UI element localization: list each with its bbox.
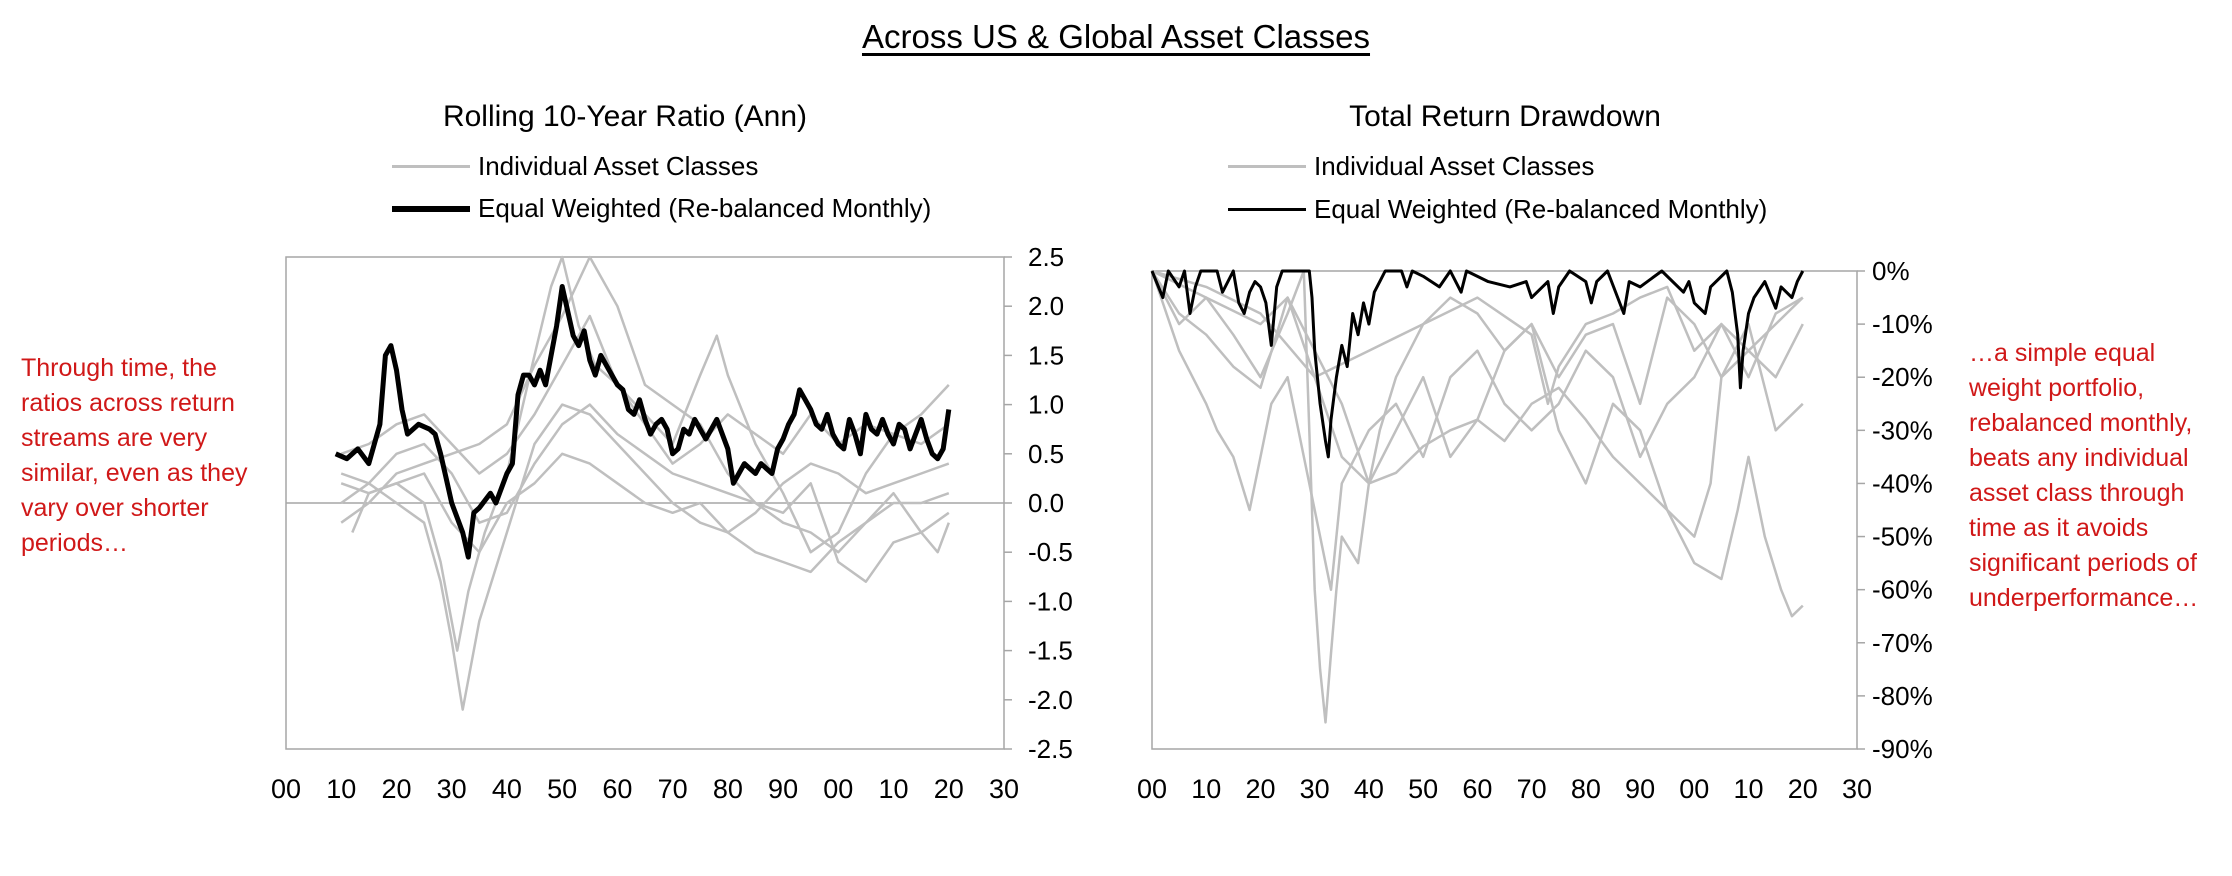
right-series-individual-4 [1150,270,1804,538]
left-x-tick-label: 50 [547,774,577,804]
left-legend-equal-swatch [392,205,470,212]
right-x-tick-label: 00 [1679,774,1709,804]
right-x-tick-label: 60 [1462,774,1492,804]
left-y-tick-label: 2.0 [1028,291,1064,321]
left-y-tick-label: 1.5 [1028,340,1064,370]
right-x-tick-label: 70 [1517,774,1547,804]
right-legend-individual-swatch [1228,165,1306,168]
left-x-tick-label: 80 [713,774,743,804]
left-legend-equal-label: Equal Weighted (Re-balanced Monthly) [478,193,932,223]
left-y-tick-label: -2.5 [1028,734,1073,764]
left-x-tick-label: 30 [989,774,1019,804]
right-x-tick-label: 90 [1625,774,1655,804]
left-legend-equal: Equal Weighted (Re-balanced Monthly) [392,193,931,224]
left-y-tick-label: 2.5 [1028,242,1064,272]
left-x-tick-label: 30 [437,774,467,804]
left-chart-title: Rolling 10-Year Ratio (Ann) [442,100,808,133]
left-x-tick-label: 90 [768,774,798,804]
right-chart-title: Total Return Drawdown [1349,100,1661,133]
left-series-equal-weighted [334,284,952,560]
right-y-tick-label: -10% [1872,309,1933,339]
left-x-tick-label: 00 [271,774,301,804]
left-series-individual-1 [340,255,950,652]
left-y-tick-label: 0.5 [1028,439,1064,469]
right-annotation: …a simple equal weight portfolio, rebala… [1969,339,2199,612]
right-x-tick-label: 50 [1408,774,1438,804]
left-x-tick-label: 10 [326,774,356,804]
right-y-tick-label: 0% [1872,256,1910,286]
right-legend-equal-label: Equal Weighted (Re-balanced Monthly) [1314,194,1768,224]
left-legend-individual-swatch [392,165,470,168]
left-y-tick-label: -1.0 [1028,586,1073,616]
left-x-tick-label: 60 [602,774,632,804]
right-legend-equal: Equal Weighted (Re-balanced Monthly) [1228,194,1767,225]
left-series-individual-2 [340,403,950,711]
left-series-individual-3 [340,255,950,554]
right-y-tick-label: -70% [1872,628,1933,658]
right-series-individual-2 [1150,270,1804,591]
right-y-tick-label: -30% [1872,415,1933,445]
right-x-tick-label: 20 [1788,774,1818,804]
right-legend-equal-swatch [1228,208,1306,211]
left-x-tick-label: 00 [823,774,853,804]
right-x-tick-label: 40 [1354,774,1384,804]
right-x-tick-label: 10 [1191,774,1221,804]
left-legend-individual: Individual Asset Classes [392,151,758,182]
left-annotation: Through time, the ratios across return s… [21,354,248,557]
right-series-individual-5 [1151,269,1804,406]
left-series-individual-4 [351,452,950,574]
right-y-tick-label: -80% [1872,681,1933,711]
left-y-tick-label: -2.0 [1028,685,1073,715]
right-x-tick-label: 80 [1571,774,1601,804]
right-x-tick-label: 20 [1245,774,1275,804]
left-x-tick-label: 40 [492,774,522,804]
left-y-tick-label: 1.0 [1028,390,1064,420]
right-y-tick-label: -40% [1872,468,1933,498]
left-y-tick-label: -1.5 [1028,636,1073,666]
left-legend-individual-label: Individual Asset Classes [478,151,759,181]
left-chart-layer: 2.5 2.0 1.5 1.0 0.5 0.0 -0.5 -1.0 -1.5 -2.0 -2.5 00… [271,242,1073,804]
right-y-tick-label: -20% [1872,362,1933,392]
left-x-tick-label: 20 [381,774,411,804]
left-series-individual-5 [340,314,950,554]
right-x-tick-label: 10 [1734,774,1764,804]
right-legend-individual-label: Individual Asset Classes [1314,151,1595,181]
right-y-tick-label: -90% [1872,734,1933,764]
left-x-tick-label: 70 [658,774,688,804]
right-y-tick-label: -50% [1872,522,1933,552]
right-chart-layer: 0% -10% -20% -30% -40% -50% -60% -70% -80% -90% 00… [1137,256,1933,804]
right-legend-individual: Individual Asset Classes [1228,151,1594,182]
left-x-tick-label: 20 [934,774,964,804]
right-plot-area [1151,270,1858,750]
left-y-tick-label: -0.5 [1028,537,1073,567]
right-x-tick-label: 30 [1842,774,1872,804]
left-y-tick-label: 0.0 [1028,488,1064,518]
right-series-individual-3 [1151,269,1804,618]
left-x-tick-label: 10 [879,774,909,804]
main-title: Across US & Global Asset Classes [861,18,1371,55]
right-x-tick-label: 00 [1137,774,1167,804]
right-x-tick-label: 30 [1300,774,1330,804]
right-series-equal-weighted [1150,269,1805,459]
right-series-individual-1 [1150,269,1804,724]
right-y-tick-label: -60% [1872,575,1933,605]
